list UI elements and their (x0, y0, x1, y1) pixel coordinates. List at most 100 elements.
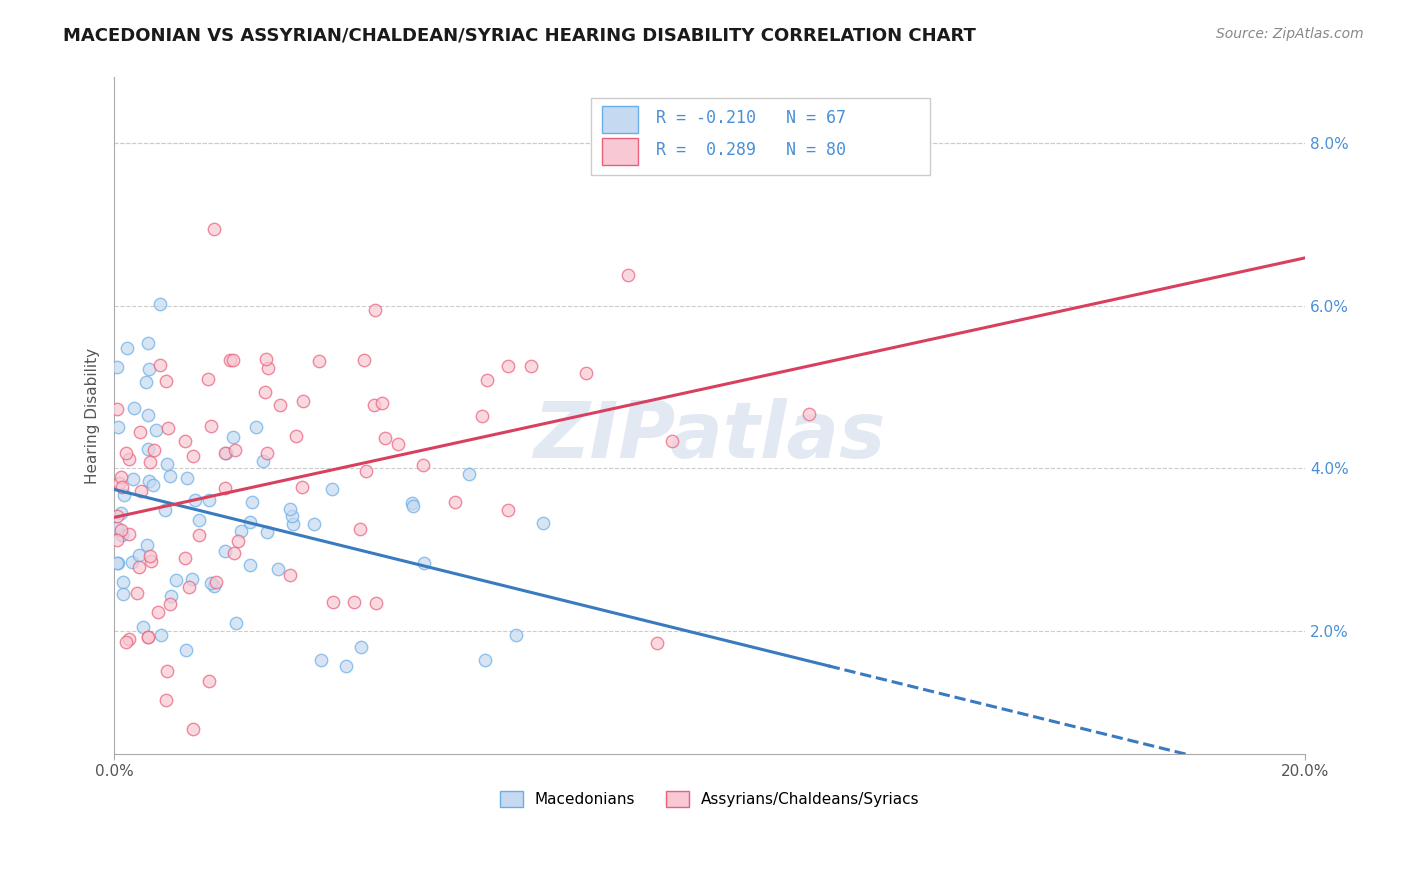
Point (146, 605, 169, 619)
Point (256, 446, 278, 460)
Point (226, 534, 249, 549)
Point (412, 458, 434, 472)
Point (183, 493, 205, 508)
Point (110, 506, 132, 520)
FancyBboxPatch shape (602, 138, 638, 165)
Point (111, 527, 134, 541)
Point (138, 474, 160, 488)
Point (281, 508, 304, 523)
Point (253, 385, 276, 400)
Point (181, 722, 204, 736)
Point (108, 475, 131, 490)
Point (471, 409, 494, 424)
Point (105, 402, 128, 417)
Point (156, 664, 179, 678)
Text: MACEDONIAN VS ASSYRIAN/CHALDEAN/SYRIAC HEARING DISABILITY CORRELATION CHART: MACEDONIAN VS ASSYRIAN/CHALDEAN/SYRIAC H… (63, 27, 976, 45)
Point (219, 352, 242, 367)
Point (115, 446, 138, 460)
Point (291, 480, 314, 494)
Point (222, 546, 245, 560)
Point (302, 517, 325, 532)
Point (799, 407, 821, 421)
Point (363, 398, 385, 412)
Point (138, 455, 160, 469)
Point (200, 419, 222, 434)
Point (107, 556, 129, 570)
Point (145, 423, 167, 437)
Point (105, 533, 128, 547)
Text: R = -0.210   N = 67: R = -0.210 N = 67 (657, 109, 846, 127)
Point (143, 443, 166, 458)
Point (496, 359, 519, 374)
Point (159, 469, 181, 483)
Point (197, 372, 219, 386)
Point (231, 524, 253, 539)
Point (374, 431, 396, 445)
Point (197, 674, 219, 689)
Point (173, 434, 195, 449)
Point (350, 640, 373, 654)
Point (222, 353, 245, 368)
Point (645, 635, 668, 649)
Point (155, 693, 177, 707)
Point (356, 464, 378, 478)
Point (156, 458, 179, 472)
Point (202, 579, 225, 593)
Point (149, 358, 172, 372)
Point (188, 512, 211, 526)
Point (322, 594, 344, 608)
Point (266, 561, 288, 575)
Point (343, 595, 366, 609)
Point (105, 521, 128, 535)
Point (520, 359, 543, 373)
Point (531, 516, 554, 530)
Point (138, 549, 160, 564)
Point (309, 653, 332, 667)
Point (142, 478, 165, 492)
Point (122, 401, 145, 415)
Point (575, 366, 598, 380)
Point (202, 222, 225, 236)
Point (335, 659, 357, 673)
Point (121, 556, 143, 570)
Point (176, 471, 198, 485)
Point (173, 550, 195, 565)
Point (496, 503, 519, 517)
Point (136, 336, 159, 351)
Point (413, 556, 436, 570)
Text: R =  0.289   N = 80: R = 0.289 N = 80 (657, 142, 846, 160)
Point (457, 467, 479, 481)
Point (132, 619, 155, 633)
Point (214, 446, 236, 460)
Point (149, 628, 172, 642)
Point (401, 496, 423, 510)
Point (254, 352, 277, 367)
Point (155, 374, 177, 388)
Point (115, 342, 138, 356)
Point (105, 359, 128, 374)
Point (364, 302, 387, 317)
Point (153, 503, 176, 517)
Point (444, 494, 467, 508)
Point (111, 574, 134, 589)
Point (112, 488, 135, 502)
Point (245, 420, 267, 434)
Point (215, 446, 238, 460)
Point (349, 522, 371, 536)
Point (135, 375, 157, 389)
Point (474, 653, 496, 667)
Point (200, 575, 222, 590)
Point (291, 394, 314, 409)
Point (179, 580, 201, 594)
Point (110, 469, 132, 483)
Point (257, 360, 280, 375)
Point (136, 409, 159, 423)
Point (204, 574, 226, 589)
Point (121, 472, 143, 486)
Point (174, 642, 197, 657)
Point (187, 528, 209, 542)
Point (308, 354, 330, 368)
Point (157, 420, 180, 434)
Point (285, 429, 308, 443)
Point (214, 481, 236, 495)
